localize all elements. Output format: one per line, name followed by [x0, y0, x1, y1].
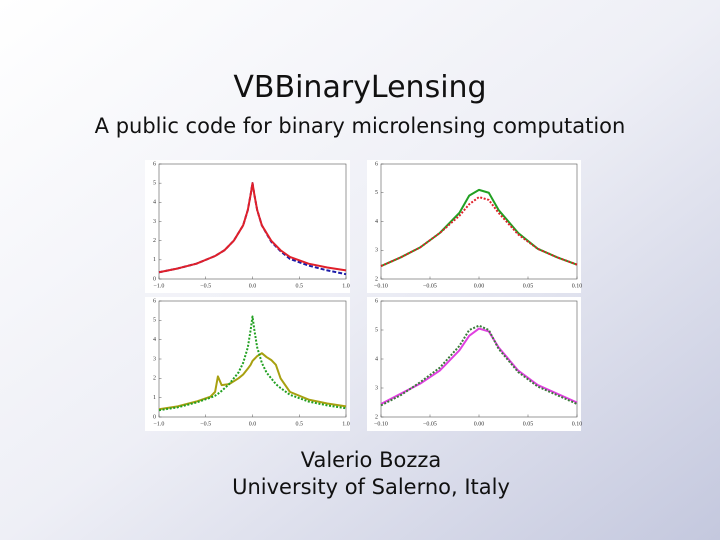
y-tick-label: 3 [153, 356, 156, 362]
y-tick-label: 5 [375, 190, 378, 196]
x-tick-label: 1.0 [342, 421, 350, 427]
y-tick-label: 4 [153, 337, 156, 343]
x-tick-label: 0.0 [249, 283, 257, 289]
x-tick-label: −0.10 [374, 421, 388, 427]
x-tick-label: 0.00 [474, 283, 485, 289]
y-tick-label: 1 [153, 257, 156, 263]
y-tick-label: 6 [375, 298, 378, 304]
x-tick-label: 0.05 [523, 283, 534, 289]
y-tick-label: 2 [375, 414, 378, 420]
data-line [158, 352, 347, 411]
data-line [158, 182, 347, 274]
y-tick-label: 6 [153, 161, 156, 167]
x-tick-label: 0.05 [523, 421, 534, 427]
x-tick-label: 0.0 [249, 421, 257, 427]
x-tick-label: 1.0 [342, 283, 350, 289]
x-tick-label: −0.5 [200, 283, 211, 289]
y-tick-label: 2 [153, 376, 156, 382]
x-tick-label: −0.05 [423, 283, 437, 289]
x-tick-label: 0.10 [572, 283, 583, 289]
x-tick-label: −0.5 [200, 421, 211, 427]
y-tick-label: 1 [153, 395, 156, 401]
affiliation: University of Salerno, Italy [232, 475, 510, 499]
y-tick-label: 4 [153, 200, 156, 206]
panel-background [367, 160, 581, 293]
y-tick-label: 3 [153, 219, 156, 225]
panel-background [145, 160, 350, 293]
x-tick-label: −1.0 [154, 421, 165, 427]
panel-background [367, 297, 581, 431]
y-tick-label: 5 [153, 181, 156, 187]
y-tick-label: 6 [375, 161, 378, 167]
data-line [380, 196, 578, 267]
y-tick-label: 0 [153, 276, 156, 282]
y-tick-label: 5 [153, 318, 156, 324]
panel-background [145, 297, 350, 431]
x-tick-label: 0.5 [296, 283, 304, 289]
y-tick-label: 6 [153, 298, 156, 304]
slide-title: VBBinaryLensing [233, 70, 486, 105]
data-line [380, 327, 578, 405]
y-tick-label: 4 [375, 219, 378, 225]
y-tick-label: 5 [375, 327, 378, 333]
x-tick-label: −0.10 [374, 283, 388, 289]
x-tick-label: 0.00 [474, 421, 485, 427]
y-tick-label: 3 [375, 248, 378, 254]
x-tick-label: −0.05 [423, 421, 437, 427]
y-tick-label: 3 [375, 385, 378, 391]
author: Valerio Bozza [301, 448, 442, 472]
data-line [158, 315, 347, 412]
x-tick-label: −1.0 [154, 283, 165, 289]
y-tick-label: 4 [375, 356, 378, 362]
x-tick-label: 0.5 [296, 421, 304, 427]
y-tick-label: 2 [153, 238, 156, 244]
x-tick-label: 0.10 [572, 421, 583, 427]
slide-subtitle: A public code for binary microlensing co… [95, 114, 626, 138]
y-tick-label: 2 [375, 276, 378, 282]
y-tick-label: 0 [153, 414, 156, 420]
